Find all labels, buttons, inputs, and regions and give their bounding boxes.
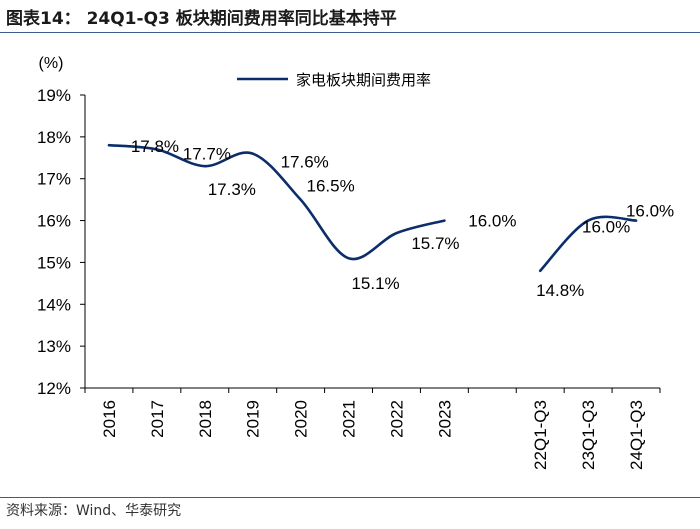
series-line-segment <box>107 143 446 261</box>
x-tick-label: 2017 <box>148 400 167 438</box>
data-label: 14.8% <box>536 281 584 300</box>
x-tick-label: 2019 <box>244 400 263 438</box>
y-axis: (%) 12% 13% 14% 15% 16% 17% 18% 19% <box>37 55 86 398</box>
data-label: 16.0% <box>468 212 516 231</box>
x-tick-label: 2021 <box>340 400 359 438</box>
data-label: 15.1% <box>351 274 399 293</box>
source-rule <box>0 497 700 498</box>
title-rule <box>0 32 700 33</box>
y-tick-label: 16% <box>37 212 71 231</box>
data-label: 17.8% <box>131 137 179 156</box>
y-tick-label: 12% <box>37 379 71 398</box>
y-tick-label: 15% <box>37 253 71 272</box>
data-label: 16.5% <box>307 177 355 196</box>
y-axis-unit: (%) <box>39 55 64 72</box>
series-line-segment <box>538 215 638 273</box>
data-label: 15.7% <box>411 234 459 253</box>
y-tick-label: 14% <box>37 295 71 314</box>
data-label: 17.6% <box>281 153 329 172</box>
y-tick-label: 18% <box>37 128 71 147</box>
y-tick-label: 13% <box>37 337 71 356</box>
y-tick-label: 19% <box>37 86 71 105</box>
series-layer <box>107 143 638 273</box>
x-tick-label: 2016 <box>100 400 119 438</box>
data-label: 16.0% <box>582 218 630 237</box>
line-chart: (%) 12% 13% 14% 15% 16% 17% 18% 19% 2016 2017 2018… <box>37 55 674 470</box>
x-tick-label: 2022 <box>387 400 406 438</box>
x-tick-label: 24Q1-Q3 <box>627 400 646 470</box>
figure-title: 图表14： 24Q1-Q3 板块期间费用率同比基本持平 <box>6 9 397 29</box>
data-label: 17.3% <box>208 180 256 199</box>
x-tick-label: 2020 <box>292 400 311 438</box>
legend: 家电板块期间费用率 <box>237 71 431 89</box>
source-note: 资料来源：Wind、华泰研究 <box>6 503 182 519</box>
x-tick-label: 2018 <box>196 400 215 438</box>
x-tick-label: 22Q1-Q3 <box>531 400 550 470</box>
data-label: 16.0% <box>626 202 674 221</box>
y-tick-label: 17% <box>37 170 71 189</box>
x-tick-label: 23Q1-Q3 <box>579 400 598 470</box>
x-axis: 2016 2017 2018 2019 2020 2021 2022 2023 22Q1-Q3 2… <box>84 387 661 470</box>
data-label: 17.7% <box>183 144 231 163</box>
legend-label: 家电板块期间费用率 <box>296 71 431 89</box>
x-tick-label: 2023 <box>435 400 454 438</box>
data-labels: 17.8% 17.7% 17.3% 17.6% 16.5% 15.1% 15.7% 16.0%… <box>131 137 674 300</box>
